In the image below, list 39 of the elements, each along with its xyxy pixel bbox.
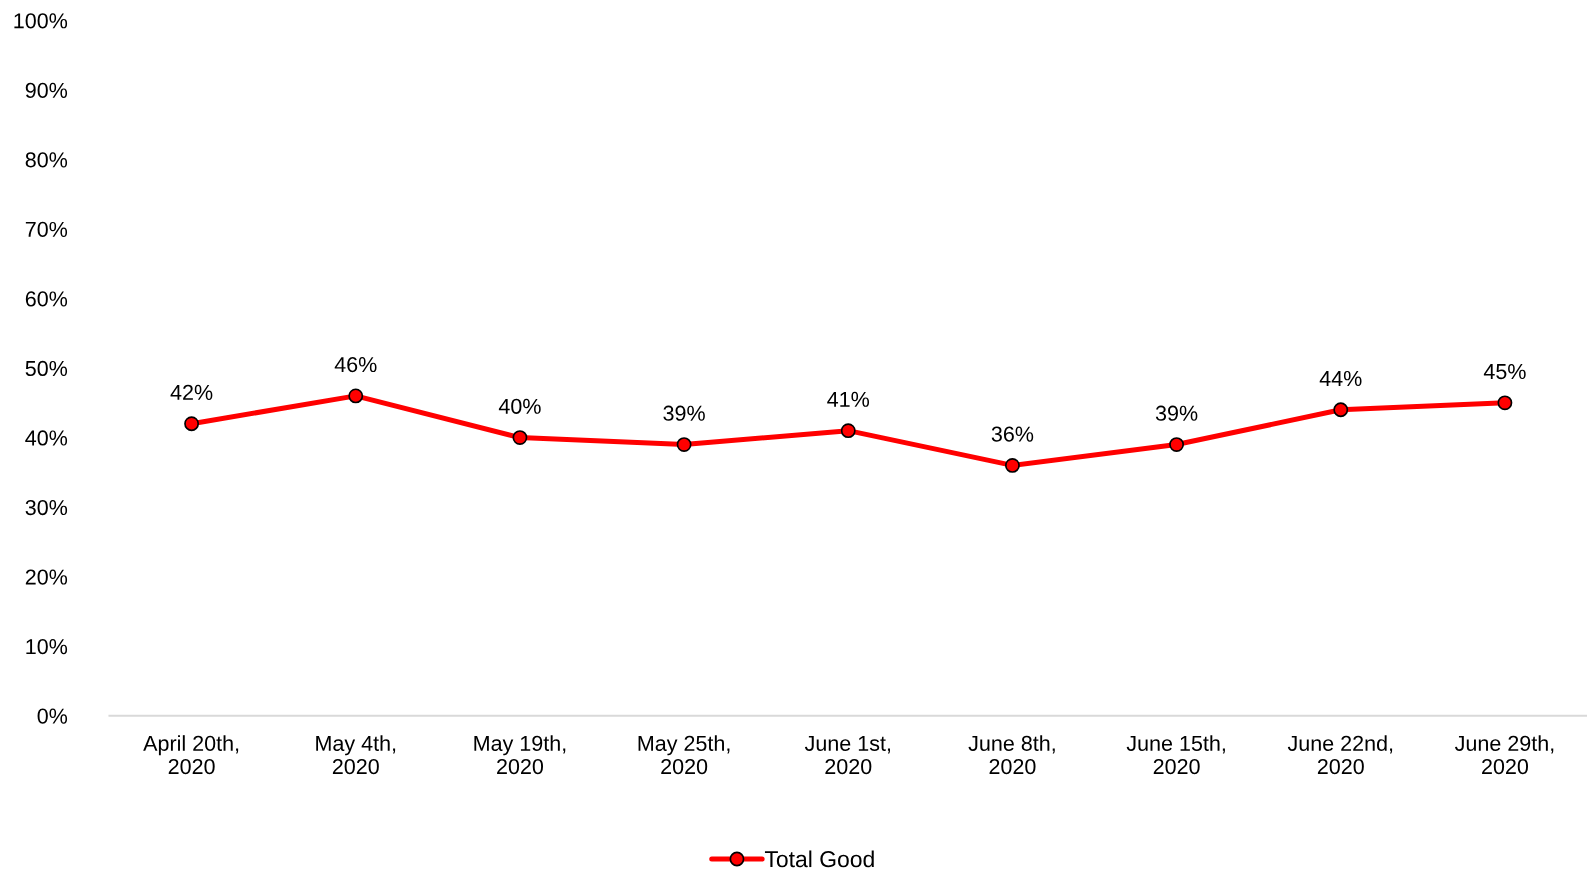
y-tick-label: 70% bbox=[25, 221, 68, 238]
y-tick-label: 30% bbox=[25, 499, 68, 516]
point bbox=[348, 388, 364, 404]
x-tick-label: June 29th, 2020 bbox=[1454, 735, 1554, 775]
point bbox=[1497, 395, 1513, 411]
point bbox=[676, 437, 692, 452]
data-label: 39% bbox=[663, 405, 705, 421]
x-tick-label: June 8th, 2020 bbox=[968, 735, 1055, 775]
y-tick-label: 80% bbox=[25, 152, 68, 168]
data-label: 40% bbox=[498, 398, 541, 414]
y-tick-label: 10% bbox=[26, 638, 68, 655]
point bbox=[1169, 437, 1185, 452]
data-label: 36% bbox=[991, 426, 1034, 442]
x-tick-label: May 4th, 2020 bbox=[316, 735, 396, 775]
data-label: 41% bbox=[827, 391, 870, 407]
y-tick-label: 50% bbox=[25, 360, 68, 377]
point bbox=[184, 416, 200, 432]
x-tick-label: June 1st, 2020 bbox=[804, 735, 890, 775]
legend-label: Total Good bbox=[764, 850, 874, 868]
x-tick-label: June 15th, 2020 bbox=[1126, 735, 1225, 775]
x-tick-label: May 19th, 2020 bbox=[474, 735, 566, 775]
data-label: 39% bbox=[1155, 405, 1198, 421]
point bbox=[1333, 402, 1349, 418]
data-label: 46% bbox=[334, 356, 377, 373]
y-tick-label: 100% bbox=[14, 13, 68, 29]
data-label: 42% bbox=[170, 384, 213, 400]
y-tick-label: 20% bbox=[25, 569, 68, 585]
y-tick-label: 90% bbox=[25, 82, 68, 98]
point bbox=[1004, 457, 1020, 473]
y-tick-label: 0% bbox=[37, 708, 68, 724]
data-label: 44% bbox=[1319, 370, 1362, 387]
point bbox=[512, 430, 528, 446]
x-tick-label: May 25th, 2020 bbox=[638, 735, 730, 775]
point bbox=[840, 423, 856, 439]
y-tick-label: 60% bbox=[25, 291, 68, 307]
y-tick-label: 40% bbox=[25, 430, 68, 446]
x-tick-label: April 20th, 2020 bbox=[143, 735, 239, 775]
data-label: 45% bbox=[1483, 363, 1526, 380]
x-tick-label: June 22nd, 2020 bbox=[1287, 735, 1393, 775]
